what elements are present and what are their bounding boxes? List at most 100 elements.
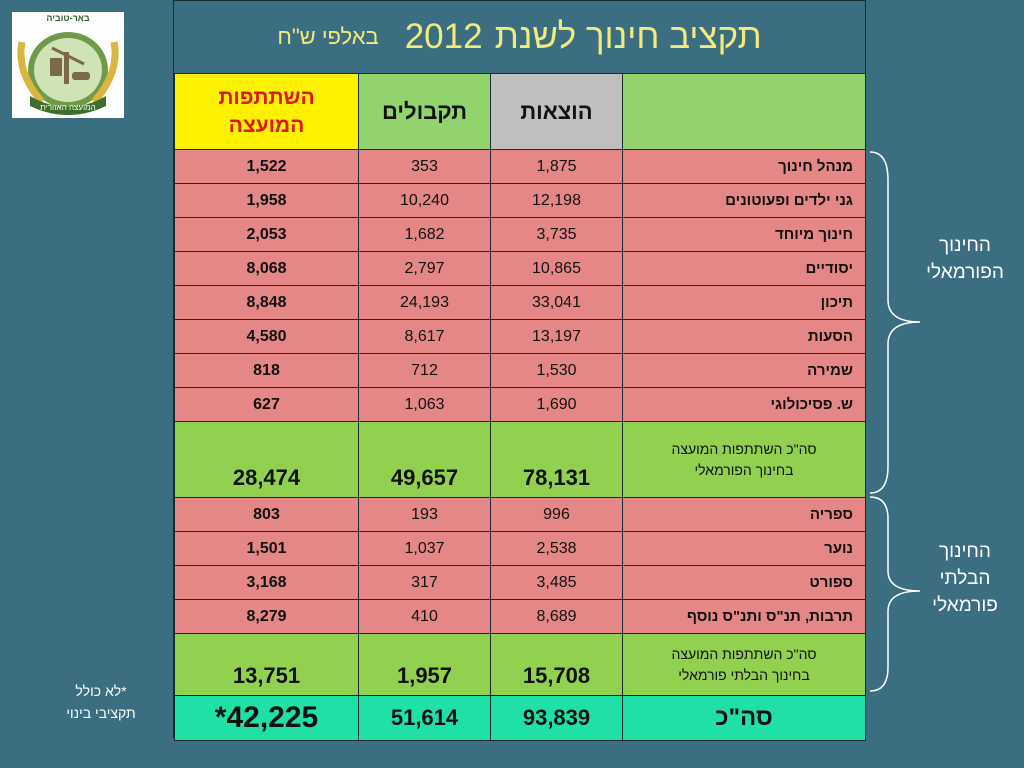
council-logo: באר-טוביה המועצה האזורית [12, 12, 124, 118]
row-label: מנהל חינוך [622, 149, 866, 184]
row-income: 712 [358, 353, 491, 388]
informal-label-line1: החינוך [939, 541, 991, 562]
budget-table-panel: תקציב חינוך לשנת 2012 באלפי ש"ח הוצאות ת… [173, 0, 866, 741]
grand-total-label: סה"כ [622, 695, 866, 741]
title-units: באלפי ש"ח [277, 24, 379, 49]
row-label: שמירה [622, 353, 866, 388]
row-label: יסודיים [622, 251, 866, 286]
row-label: ספריה [622, 497, 866, 532]
row-income: 8,617 [358, 319, 491, 354]
table-row: ספריה 996 193 803 [174, 497, 866, 532]
header-council-line2: המועצה [228, 113, 305, 137]
formal-brace-icon [869, 151, 921, 494]
row-council: 8,279 [174, 599, 359, 634]
grand-total-council: 42,225* [174, 695, 359, 741]
row-income: 24,193 [358, 285, 491, 320]
informal-subtotal-row: סה"כ השתתפות המועצה בחינוך הבלתי פורמאלי… [174, 633, 866, 696]
formal-subtotal-label-line1: סה"כ השתתפות המועצה [671, 440, 817, 457]
table-row: תרבות, תנ"ס ותנ"ס נוסף 8,689 410 8,279 [174, 599, 866, 634]
row-expenses: 13,197 [490, 319, 623, 354]
footnote-line2: תקציבי בינוי [66, 705, 136, 721]
row-income: 193 [358, 497, 491, 532]
row-council: 803 [174, 497, 359, 532]
row-council: 2,053 [174, 217, 359, 252]
row-income: 1,037 [358, 531, 491, 566]
row-label: הסעות [622, 319, 866, 354]
informal-subtotal-expenses: 15,708 [490, 633, 623, 696]
row-council: 3,168 [174, 565, 359, 600]
grand-total-income: 51,614 [358, 695, 491, 741]
formal-label-line2: הפורמאלי [926, 262, 1004, 283]
formal-subtotal-label: סה"כ השתתפות המועצה בחינוך הפורמאלי [622, 421, 866, 498]
header-council-line1: השתתפות [218, 85, 315, 109]
row-expenses: 10,865 [490, 251, 623, 286]
row-council: 627 [174, 387, 359, 422]
row-label: תרבות, תנ"ס ותנ"ס נוסף [622, 599, 866, 634]
row-label: נוער [622, 531, 866, 566]
table-row: חינוך מיוחד 3,735 1,682 2,053 [174, 217, 866, 252]
table-row: ספורט 3,485 317 3,168 [174, 565, 866, 600]
grand-total-expenses: 93,839 [490, 695, 623, 741]
row-council: 8,848 [174, 285, 359, 320]
formal-subtotal-label-line2: בחינוך הפורמאלי [694, 461, 794, 478]
row-council: 4,580 [174, 319, 359, 354]
row-council: 818 [174, 353, 359, 388]
row-expenses: 996 [490, 497, 623, 532]
table-row: הסעות 13,197 8,617 4,580 [174, 319, 866, 354]
council-emblem-icon [12, 12, 124, 118]
informal-subtotal-label-line1: סה"כ השתתפות המועצה [671, 645, 817, 662]
footnote-line1: *לא כולל [75, 683, 127, 699]
row-label: ש. פסיכולוגי [622, 387, 866, 422]
table-row: נוער 2,538 1,037 1,501 [174, 531, 866, 566]
row-expenses: 2,538 [490, 531, 623, 566]
formal-section-label: החינוך הפורמאלי [906, 232, 1024, 286]
row-council: 1,958 [174, 183, 359, 218]
logo-caption: המועצה האזורית [40, 103, 96, 112]
row-council: 1,522 [174, 149, 359, 184]
row-expenses: 1,690 [490, 387, 623, 422]
informal-subtotal-label-line2: בחינוך הבלתי פורמאלי [678, 666, 810, 683]
row-income: 410 [358, 599, 491, 634]
informal-subtotal-label: סה"כ השתתפות המועצה בחינוך הבלתי פורמאלי [622, 633, 866, 696]
table-row: ש. פסיכולוגי 1,690 1,063 627 [174, 387, 866, 422]
header-income: תקבולים [358, 73, 491, 150]
row-council: 8,068 [174, 251, 359, 286]
budget-table: הוצאות תקבולים השתתפות המועצה מנהל חינוך… [174, 73, 866, 741]
row-label: חינוך מיוחד [622, 217, 866, 252]
row-expenses: 33,041 [490, 285, 623, 320]
formal-subtotal-expenses: 78,131 [490, 421, 623, 498]
row-label: ספורט [622, 565, 866, 600]
row-expenses: 3,485 [490, 565, 623, 600]
row-council: 1,501 [174, 531, 359, 566]
table-row: יסודיים 10,865 2,797 8,068 [174, 251, 866, 286]
row-income: 1,063 [358, 387, 491, 422]
grand-total-row: סה"כ 93,839 51,614 42,225* [174, 695, 866, 741]
footnote: *לא כולל תקציבי בינוי [40, 680, 162, 724]
row-expenses: 8,689 [490, 599, 623, 634]
informal-section-label: החינוך הבלתי פורמאלי [906, 538, 1024, 619]
formal-label-line1: החינוך [939, 235, 991, 256]
informal-subtotal-council: 13,751 [174, 633, 359, 696]
formal-subtotal-row: סה"כ השתתפות המועצה בחינוך הפורמאלי 78,1… [174, 421, 866, 498]
row-label: תיכון [622, 285, 866, 320]
row-income: 10,240 [358, 183, 491, 218]
row-expenses: 3,735 [490, 217, 623, 252]
formal-subtotal-income: 49,657 [358, 421, 491, 498]
formal-subtotal-council: 28,474 [174, 421, 359, 498]
header-council: השתתפות המועצה [174, 73, 359, 150]
row-expenses: 1,530 [490, 353, 623, 388]
row-income: 353 [358, 149, 491, 184]
row-income: 2,797 [358, 251, 491, 286]
row-income: 317 [358, 565, 491, 600]
row-label: גני ילדים ופעוטונים [622, 183, 866, 218]
row-expenses: 12,198 [490, 183, 623, 218]
table-row: תיכון 33,041 24,193 8,848 [174, 285, 866, 320]
header-label [622, 73, 866, 150]
title-main: תקציב חינוך לשנת [494, 17, 762, 56]
title-year: 2012 [404, 17, 483, 56]
table-row: מנהל חינוך 1,875 353 1,522 [174, 149, 866, 184]
page-title: תקציב חינוך לשנת 2012 באלפי ש"ח [174, 1, 865, 74]
row-income: 1,682 [358, 217, 491, 252]
informal-subtotal-income: 1,957 [358, 633, 491, 696]
informal-brace-icon [869, 496, 921, 692]
